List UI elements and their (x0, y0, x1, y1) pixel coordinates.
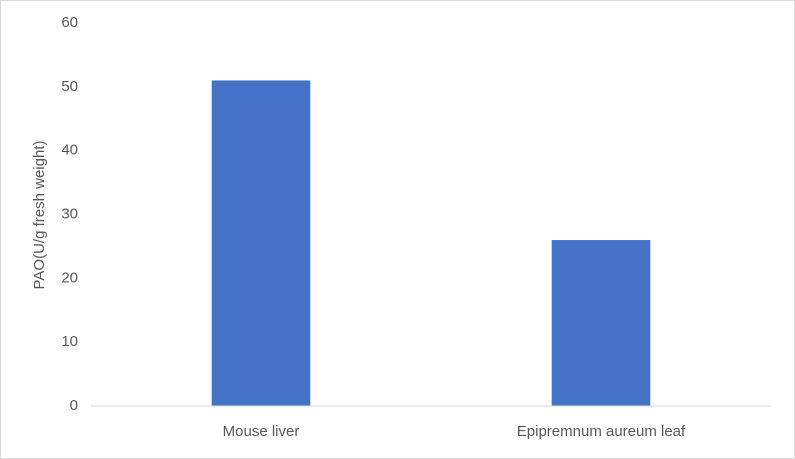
y-tick-label: 0 (70, 397, 78, 414)
y-tick-label: 40 (61, 142, 78, 159)
y-axis-label: PAO(U/g fresh weight) (31, 141, 48, 290)
bar (551, 240, 651, 406)
x-tick-label: Mouse liver (223, 423, 300, 440)
y-tick-label: 30 (61, 205, 78, 222)
y-tick-label: 20 (61, 269, 78, 286)
y-tick-label: 10 (61, 333, 78, 350)
x-tick-label: Epipremnum aureum leaf (517, 423, 686, 440)
y-tick-label: 50 (61, 78, 78, 95)
bar (211, 80, 311, 406)
y-tick-label: 60 (61, 14, 78, 31)
